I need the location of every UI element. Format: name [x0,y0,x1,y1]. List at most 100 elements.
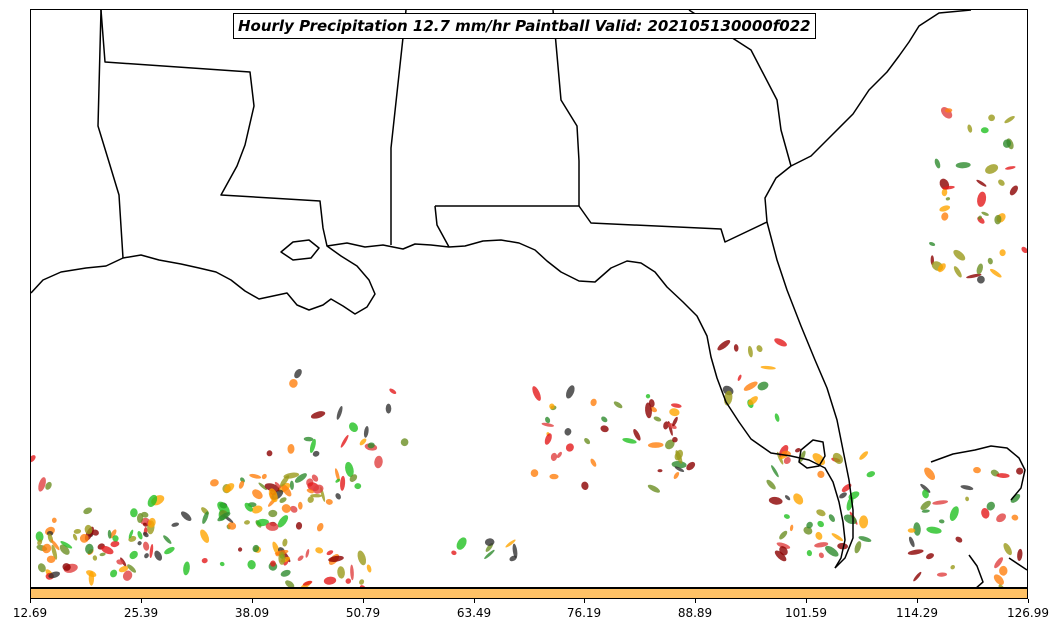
precip-paintball [240,477,245,483]
precip-paintball [866,471,876,478]
precip-paintball [354,483,362,490]
precip-paintball [311,474,319,482]
precip-paintball [295,522,303,530]
precip-paintball [297,501,303,510]
colorbar-tick [30,599,31,603]
precip-paintball [986,501,995,511]
precip-paintball [941,188,948,197]
precip-paintball [266,450,273,457]
precip-paintball [366,564,372,573]
precip-paintball [305,549,310,558]
precip-paintball [349,474,358,482]
precip-paintball [359,579,365,585]
precip-paintball [149,543,154,559]
precip-paintball [252,544,260,553]
precip-paintball [737,374,742,381]
colorbar-tick [474,599,475,603]
map-title: Hourly Precipitation 12.7 mm/hr Paintbal… [233,13,816,39]
precip-paintball [154,550,163,561]
precip-paintball [147,494,158,507]
precip-paintball [670,403,682,408]
precip-paintball [278,551,286,565]
precip-paintball [953,266,962,278]
precip-paintball [367,442,375,449]
precip-paintball [335,493,341,500]
precip-paintball [345,461,354,478]
precip-paintball [48,571,61,579]
precip-paintball [400,438,409,447]
precip-paintball [994,214,1002,225]
colorbar-tick-label: 50.79 [345,606,381,620]
precip-paintball [72,533,78,541]
precip-paintball [600,425,609,433]
precip-paintball [484,538,495,546]
precip-paintball [505,539,516,548]
colorbar-tick [917,599,918,603]
precip-paintball [289,379,298,388]
precip-paintball [37,539,43,546]
precip-paintball [237,547,243,552]
precip-paintball [389,388,397,395]
colorbar-tick-label: 25.39 [123,606,159,620]
precip-paintball [227,522,237,530]
precip-paintball [937,263,946,273]
border-ms-al [390,10,407,245]
colorbar-tick-label: 76.19 [566,606,602,620]
border-ga-fl-west [434,205,450,248]
precip-paintball [325,498,333,505]
colorbar-tick-label: 101.59 [785,606,827,620]
precip-paintball [363,426,369,438]
precip-paintball [686,461,696,471]
precip-paintball [944,108,953,113]
precip-paintball [530,469,539,477]
precip-paintball [771,465,779,478]
island-south [968,554,984,587]
precip-paintball [565,443,574,452]
precip-paintball [268,509,278,518]
precip-paintball [993,574,1004,585]
colorbar-tick [584,599,585,603]
precip-paintball [987,257,993,265]
precip-paintball [960,485,974,491]
precip-paintball [955,162,971,169]
precip-paintball [289,480,294,490]
precip-paintball [224,483,235,493]
colorbar-tick [1028,599,1029,603]
precip-paintball [613,401,623,409]
precip-paintball [747,345,753,358]
border-tx-la [97,10,124,259]
precip-paintball [328,555,344,563]
precip-paintball [451,550,457,556]
precip-paintball [264,483,280,492]
precip-paintball [841,483,852,493]
precip-paintball [998,584,1005,587]
colorbar-tick-label: 88.89 [677,606,713,620]
precip-paintball [335,478,341,483]
precip-paintball [837,542,848,550]
precip-paintball [924,467,936,480]
precip-paintball [653,416,662,422]
precip-paintball [828,514,836,522]
colorbar-tick [806,599,807,603]
precip-paintball [859,515,869,529]
precip-paintball [977,191,987,207]
precip-paintball [645,402,652,419]
precip-paintball [73,528,82,534]
precip-paintball [544,433,552,445]
precip-paintball [950,564,955,570]
precip-paintball [136,513,144,523]
precip-paintball [977,275,985,284]
precip-paintball [281,504,291,513]
precip-paintball [294,473,307,483]
precip-paintball [62,563,71,571]
precip-paintball [357,550,367,566]
precip-paintball [818,552,824,559]
precip-paintball [940,107,953,119]
precip-paintball [858,536,872,543]
precip-paintball [774,413,780,422]
precip-paintball [779,530,788,540]
precip-paintball [622,438,637,444]
precip-paintball [277,515,289,528]
precip-paintball [806,521,813,529]
precip-paintball [127,564,137,573]
